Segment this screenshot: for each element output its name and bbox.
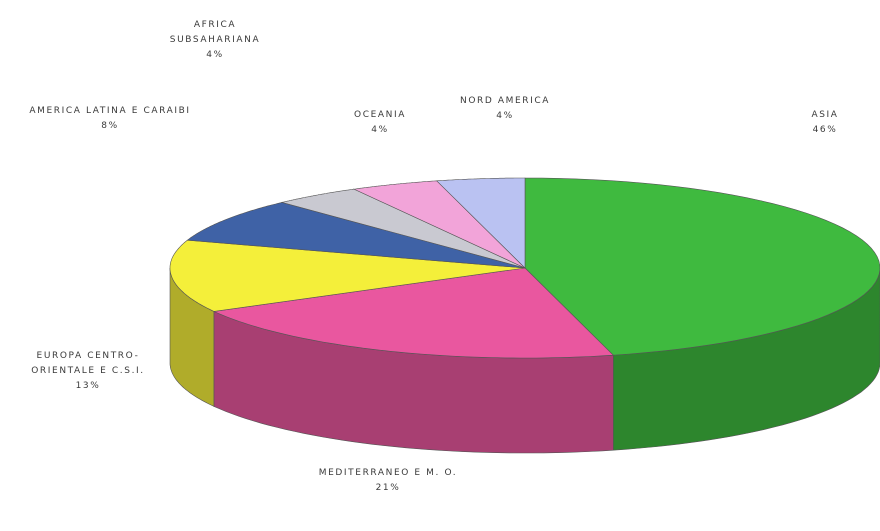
slice-label: AMERICA LATINA E CARAIBI 8% [23, 104, 198, 134]
category-label: EUROPA CENTRO-ORIENTALE E C.S.I. [31, 351, 145, 376]
slice [524, 177, 880, 356]
value-label: 46% [812, 125, 838, 135]
category-label: AFRICA SUBSAHARIANA [169, 20, 261, 45]
slice-label: EUROPA CENTRO-ORIENTALE E C.S.I. 13% [6, 349, 171, 394]
slice [212, 267, 614, 359]
slice-label: MEDITERRANEO E M. O. 21% [301, 466, 476, 496]
category-label: NORD AMERICA [459, 96, 551, 106]
slice [186, 202, 526, 269]
category-label: MEDITERRANEO E M. O. [318, 468, 458, 478]
value-label: 13% [75, 381, 101, 391]
slice [352, 180, 526, 269]
category-label: OCEANIA [354, 110, 406, 120]
slice [436, 177, 526, 269]
value-label: 4% [371, 125, 389, 135]
slice-label: OCEANIA 4% [345, 108, 415, 138]
slice [280, 188, 526, 269]
value-label: 4% [206, 50, 224, 60]
category-label: ASIA [811, 110, 839, 120]
slice-label: ASIA 46% [805, 108, 845, 138]
slice [169, 239, 526, 312]
value-label: 21% [375, 483, 401, 493]
category-label: AMERICA LATINA E CARAIBI [29, 106, 191, 116]
value-label: 4% [496, 111, 514, 121]
value-label: 8% [101, 121, 119, 131]
slice-label: NORD AMERICA 4% [450, 94, 560, 124]
slice-label: AFRICA SUBSAHARIANA 4% [160, 18, 270, 63]
